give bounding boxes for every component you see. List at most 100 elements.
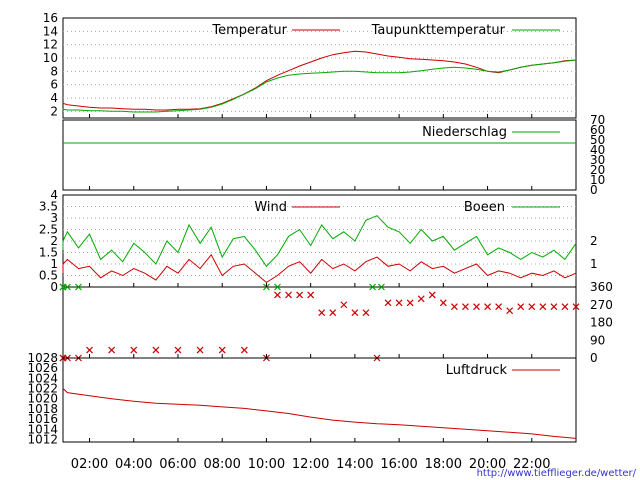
y-tick-label: 70	[590, 113, 605, 127]
y-tick-label: 4	[50, 188, 58, 202]
direction-marker	[63, 283, 71, 291]
legend-label: Boeen	[464, 200, 505, 215]
y-tick-label: 10	[590, 173, 605, 187]
series-line-Luftdruck	[62, 388, 577, 439]
x-tick-label: 18:00	[425, 457, 462, 472]
y-tick-label: 10	[43, 51, 58, 65]
direction-marker	[395, 299, 403, 307]
direction-marker	[307, 291, 315, 299]
y2-tick-label: 0	[590, 351, 598, 365]
series-line-Taupunkttemperatur	[62, 59, 577, 113]
y2-tick-label: 360	[590, 280, 613, 294]
direction-marker	[539, 303, 547, 311]
direction-marker	[428, 291, 436, 299]
direction-marker	[274, 283, 281, 291]
panel-frame-pressure	[62, 357, 577, 443]
x-tick-label: 06:00	[159, 457, 196, 472]
y-tick-label: 0	[590, 183, 598, 197]
direction-marker	[377, 283, 385, 291]
footer-url: http://www.tiefflieger.de/wetter/	[477, 468, 637, 479]
x-tick-label: 08:00	[203, 457, 240, 472]
y-tick-label: 1024	[27, 371, 58, 385]
y-tick-label: 1018	[27, 402, 58, 416]
series-line-Wind	[62, 253, 577, 284]
direction-marker	[108, 346, 116, 354]
y-tick-label: 1028	[27, 351, 58, 365]
y-tick-label: 2	[50, 234, 58, 248]
direction-marker	[240, 346, 248, 354]
y-tick-label: 0.5	[39, 269, 58, 283]
series-line-Boeen	[62, 215, 577, 268]
direction-marker	[218, 346, 226, 354]
y2-tick-label: 270	[590, 298, 613, 312]
y2-tick-label: 180	[590, 316, 613, 330]
x-tick-label: 10:00	[248, 457, 285, 472]
y-tick-label: 1012	[27, 432, 58, 446]
y-tick-label: 2	[50, 104, 58, 118]
direction-marker	[506, 307, 514, 315]
y-tick-label: 1020	[27, 392, 58, 406]
direction-marker	[75, 283, 82, 291]
x-tick-label: 16:00	[380, 457, 417, 472]
panel-frame-temperature	[62, 17, 577, 119]
y2-tick-label: 2	[590, 234, 598, 248]
x-tick-label: 04:00	[115, 457, 152, 472]
direction-marker	[340, 301, 348, 309]
y-tick-label: 1.5	[39, 246, 58, 260]
direction-marker	[351, 309, 359, 317]
legend-label: Wind	[254, 200, 287, 215]
direction-marker	[528, 303, 536, 311]
y-tick-label: 1014	[27, 422, 58, 436]
y-tick-label: 12	[43, 38, 58, 52]
direction-marker	[517, 303, 525, 311]
y-tick-label: 0	[50, 280, 58, 294]
panel-frame-precipitation	[62, 119, 577, 191]
y-tick-label: 1022	[27, 382, 58, 396]
y-tick-label: 1016	[27, 412, 58, 426]
series-line-Temperatur	[62, 50, 577, 111]
direction-marker	[473, 303, 480, 311]
direction-marker	[329, 309, 337, 317]
panel-frame-wind-direction	[62, 286, 577, 359]
direction-marker	[406, 299, 414, 307]
direction-marker	[462, 303, 469, 311]
direction-marker	[86, 346, 93, 354]
y-tick-label: 1026	[27, 361, 58, 375]
legend-label: Temperatur	[211, 23, 287, 38]
y-tick-label: 60	[590, 123, 605, 137]
y-tick-label: 3.5	[39, 200, 58, 214]
x-tick-label: 12:00	[292, 457, 329, 472]
y-tick-label: 6	[50, 78, 58, 92]
direction-marker	[296, 291, 304, 299]
legend-label: Luftdruck	[446, 363, 508, 378]
direction-marker	[318, 309, 326, 317]
x-tick-label: 20:00	[469, 457, 506, 472]
y-tick-label: 40	[590, 143, 605, 157]
x-tick-label: 22:00	[513, 457, 550, 472]
y-tick-label: 2.5	[39, 223, 58, 237]
y-tick-label: 4	[50, 91, 58, 105]
direction-marker	[550, 303, 558, 311]
direction-marker	[384, 299, 392, 307]
y-tick-label: 30	[590, 153, 605, 167]
direction-marker	[439, 299, 447, 307]
y-tick-label: 14	[43, 24, 58, 38]
legend-label: Niederschlag	[422, 125, 507, 140]
y2-tick-label: 1	[590, 257, 598, 271]
direction-marker	[417, 295, 425, 303]
direction-marker	[362, 309, 370, 317]
direction-marker	[450, 303, 458, 311]
direction-marker	[369, 283, 376, 291]
direction-marker	[484, 303, 491, 311]
y-tick-label: 3	[50, 211, 58, 225]
direction-marker	[495, 303, 503, 311]
direction-marker	[152, 346, 160, 354]
direction-marker	[572, 303, 580, 311]
direction-marker	[285, 291, 292, 299]
y-tick-label: 1	[50, 257, 58, 271]
y-tick-label: 8	[50, 64, 58, 78]
y-tick-label: 20	[590, 163, 605, 177]
x-tick-label: 14:00	[336, 457, 373, 472]
y-tick-label: 50	[590, 133, 605, 147]
